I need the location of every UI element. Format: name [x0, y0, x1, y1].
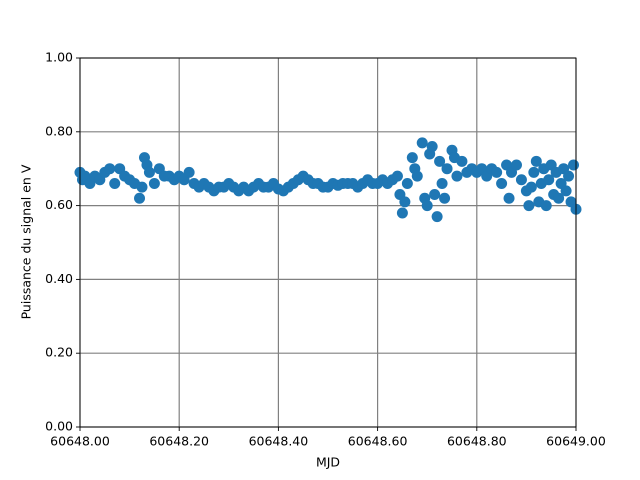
point — [456, 155, 468, 167]
point — [421, 200, 433, 212]
y-tick-label: 1.00 — [45, 50, 73, 65]
point — [543, 174, 555, 186]
point — [399, 196, 411, 208]
point — [553, 192, 565, 204]
point — [134, 192, 146, 204]
y-axis-label: Puissance du signal en V — [19, 164, 34, 319]
point — [503, 192, 515, 204]
x-tick-label: 60648.40 — [249, 434, 309, 449]
point — [491, 166, 503, 178]
y-tick-label: 0.60 — [45, 197, 73, 212]
point — [396, 207, 408, 219]
point — [563, 170, 575, 182]
plot-frame — [79, 57, 577, 428]
point — [109, 177, 121, 189]
point — [391, 170, 403, 182]
point — [431, 211, 443, 223]
point — [525, 181, 537, 193]
x-tick-label: 60648.60 — [348, 434, 408, 449]
point — [439, 192, 451, 204]
x-tick-label: 60648.80 — [447, 434, 507, 449]
x-tick-label: 60648.00 — [50, 434, 110, 449]
point — [434, 155, 446, 167]
point — [401, 177, 413, 189]
point — [568, 159, 580, 171]
point — [406, 152, 418, 164]
point — [426, 141, 438, 153]
point — [523, 200, 535, 212]
point — [441, 163, 453, 175]
point — [411, 170, 423, 182]
point — [530, 155, 542, 167]
point — [436, 177, 448, 189]
x-tick-label: 60649.00 — [546, 434, 606, 449]
point — [528, 166, 540, 178]
point — [540, 200, 552, 212]
y-tick-label: 0.40 — [45, 271, 73, 286]
y-tick-label: 0.80 — [45, 123, 73, 138]
point — [515, 174, 527, 186]
point — [560, 185, 572, 197]
point — [136, 181, 148, 193]
x-tick-label: 60648.20 — [149, 434, 209, 449]
point — [451, 170, 463, 182]
point — [148, 177, 160, 189]
y-tick-label: 0.00 — [45, 419, 73, 434]
point — [183, 166, 195, 178]
point — [104, 163, 116, 175]
y-tick-label: 0.20 — [45, 345, 73, 360]
point — [416, 137, 428, 149]
point — [429, 189, 441, 201]
point — [496, 177, 508, 189]
x-axis-label: MJD — [316, 455, 340, 470]
point — [143, 166, 155, 178]
point — [510, 159, 522, 171]
